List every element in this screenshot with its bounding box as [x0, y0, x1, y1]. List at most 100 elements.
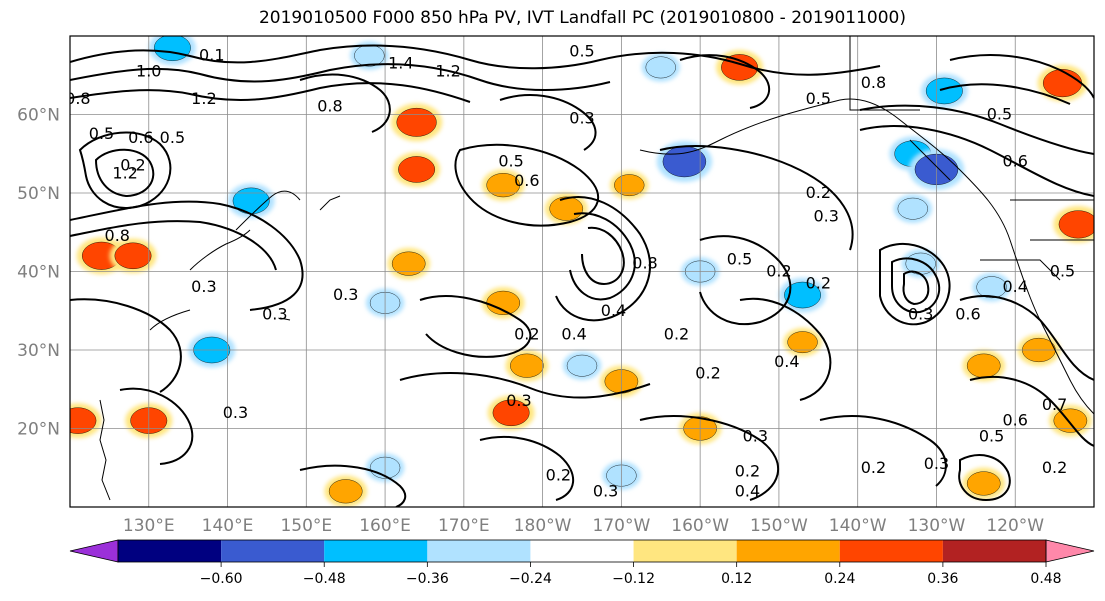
colorbar-tick-label-7: 0.36 — [927, 571, 958, 587]
colorbar-tick-label-4: −0.12 — [612, 571, 655, 587]
pv-cell-17 — [1058, 210, 1094, 239]
lon-tick-label-11: 120°W — [986, 516, 1044, 536]
colorbar-segment-8 — [942, 540, 1046, 562]
pv-cell-16 — [114, 242, 152, 270]
contour-label-31: 0.3 — [333, 285, 358, 304]
contour-label-4: 1.2 — [191, 89, 216, 108]
pv-cell-9 — [549, 196, 584, 221]
colorbar: −0.60 −0.48 −0.36 −0.24 −0.12 0.12 0.24 0.36 0.4… — [69, 539, 1095, 587]
contour-label-39: 0.2 — [735, 462, 760, 481]
map-frame — [69, 35, 1095, 508]
colorbar-segment-3 — [427, 540, 531, 562]
pv-cell-32 — [966, 471, 1001, 496]
contour-label-48: 0.6 — [1003, 411, 1028, 430]
contour-label-19: 0.6 — [1003, 152, 1028, 171]
colorbar-outline — [117, 539, 1047, 563]
contour-label-2: 1.4 — [388, 53, 413, 72]
pv-cell-24 — [510, 353, 544, 378]
colorbar-segment-2 — [324, 540, 428, 562]
contour-label-38: 0.2 — [861, 458, 886, 477]
contour-label-49: 0.7 — [1042, 395, 1067, 414]
graticule — [70, 36, 1094, 507]
lon-tick-label-9: 140°W — [829, 516, 887, 536]
contour-label-6: 0.8 — [317, 97, 342, 116]
contour-labels: 0.11.0 1.4 1.21.20.8 0.80.5 0.6 0.51.20.80.20… — [65, 42, 1075, 501]
pv-cell-18 — [391, 251, 426, 276]
contour-label-36: 0.2 — [695, 364, 720, 383]
contour-label-40: 0.3 — [924, 454, 949, 473]
pv-cell-5 — [1042, 69, 1083, 98]
latitude-ticks: 20°N 30°N 40°N 50°N 60°N — [17, 106, 60, 440]
lon-tick-label-1: 140°E — [202, 516, 254, 536]
contour-label-43: 0.2 — [546, 466, 571, 485]
contour-label-11: 0.8 — [105, 226, 130, 245]
lon-tick-label-7: 160°W — [671, 516, 729, 536]
contour-label-14: 0.5 — [498, 152, 523, 171]
pv-cell-0 — [153, 36, 191, 61]
contour-label-28: 0.2 — [514, 324, 539, 343]
pv-cell-35 — [328, 479, 363, 504]
contour-label-16: 0.5 — [806, 89, 831, 108]
pv-cell-21 — [784, 281, 821, 309]
contour-label-23: 0.5 — [727, 250, 752, 269]
contour-label-0: 0.1 — [199, 46, 224, 65]
colorbar-extend-min — [69, 539, 119, 563]
pv-cell-11 — [662, 146, 707, 178]
pv-cell-23 — [787, 331, 818, 354]
pv-cell-6 — [396, 107, 437, 137]
lon-tick-label-0: 130°E — [123, 516, 175, 536]
contour-label-50: 0.5 — [979, 426, 1004, 445]
contour-label-22: 0.8 — [632, 254, 657, 273]
contour-label-17: 0.8 — [861, 73, 886, 92]
colorbar-segment-5 — [633, 540, 737, 562]
contour-label-34: 0.3 — [506, 391, 531, 410]
contour-label-42: 0.3 — [593, 481, 618, 500]
contour-label-29: 0.4 — [561, 324, 586, 343]
contour-label-51: 0.2 — [1042, 458, 1067, 477]
contour-label-41: 0.4 — [735, 481, 760, 500]
lon-tick-label-8: 150°W — [750, 516, 808, 536]
lon-tick-label-10: 130°W — [908, 516, 966, 536]
lon-tick-label-4: 170°E — [438, 516, 490, 536]
pv-cell-25 — [566, 354, 598, 377]
contour-label-37: 0.3 — [743, 426, 768, 445]
colorbar-extend-max — [1045, 539, 1095, 563]
contour-label-26: 0.4 — [601, 301, 626, 320]
contour-label-18: 0.5 — [987, 105, 1012, 124]
contour-label-21: 0.3 — [813, 207, 838, 226]
pv-cell-8 — [486, 173, 521, 198]
pv-cell-29 — [966, 353, 1001, 378]
pv-cell-7 — [398, 156, 436, 183]
colorbar-segment-6 — [736, 540, 840, 562]
contour-label-44: 0.3 — [908, 305, 933, 324]
colorbar-segment-4 — [530, 540, 634, 562]
pv-cell-4 — [925, 77, 963, 105]
contour-label-9: 0.5 — [160, 128, 185, 147]
contour-label-12: 0.2 — [120, 156, 145, 175]
lat-tick-label-0: 20°N — [17, 420, 60, 440]
contour-label-46: 0.4 — [1003, 277, 1028, 296]
contour-label-24: 0.2 — [766, 262, 791, 281]
colorbar-tick-label-1: −0.48 — [303, 571, 346, 587]
contour-label-45: 0.6 — [955, 305, 980, 324]
lon-tick-label-2: 150°E — [280, 516, 332, 536]
pv-cell-10 — [614, 174, 645, 197]
contour-label-30: 0.3 — [262, 305, 287, 324]
contour-label-20: 0.2 — [806, 183, 831, 202]
contour-label-10: 1.2 — [112, 163, 137, 182]
pv-cell-39 — [897, 197, 928, 220]
lon-tick-label-5: 180°W — [514, 516, 572, 536]
contour-label-15: 0.6 — [514, 171, 539, 190]
contour-label-1: 1.0 — [136, 61, 161, 80]
contour-label-5: 0.8 — [65, 89, 90, 108]
contour-label-25: 0.2 — [806, 273, 831, 292]
pv-cell-38 — [976, 276, 1007, 299]
colorbar-tick-label-3: −0.24 — [509, 571, 552, 587]
contour-label-33: 0.3 — [223, 403, 248, 422]
colorbar-tick-label-8: 0.48 — [1030, 571, 1061, 587]
chart-title: 2019010500 F000 850 hPa PV, IVT Landfall… — [258, 8, 906, 28]
contour-label-47: 0.5 — [1050, 262, 1075, 281]
lon-tick-label-6: 170°W — [593, 516, 651, 536]
colorbar-tick-label-6: 0.24 — [824, 571, 855, 587]
